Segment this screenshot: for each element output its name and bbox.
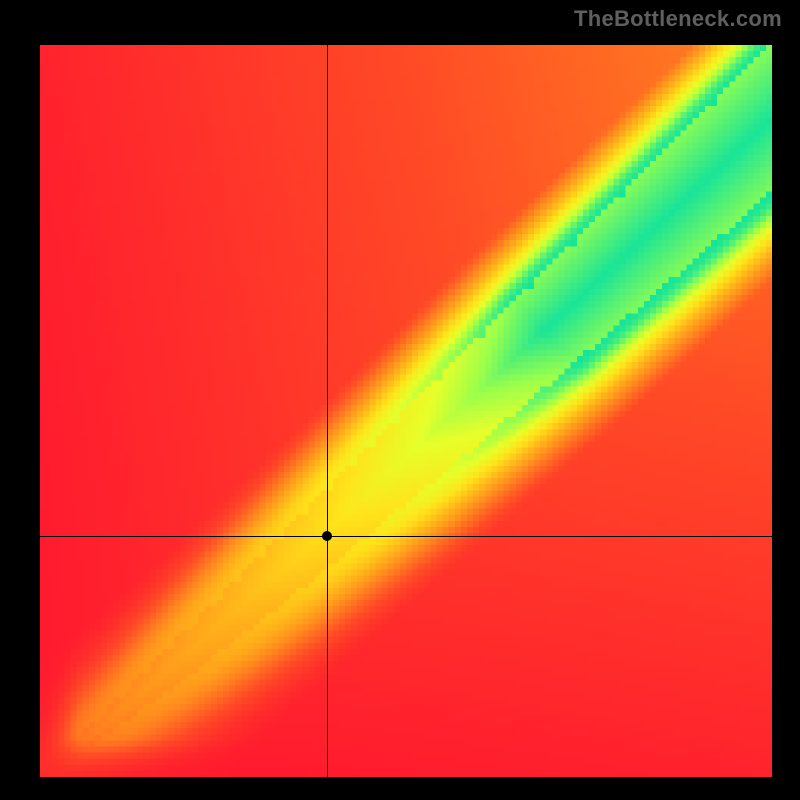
crosshair-marker bbox=[322, 531, 332, 541]
watermark-text: TheBottleneck.com bbox=[574, 6, 782, 32]
crosshair-horizontal bbox=[40, 536, 772, 537]
heatmap-canvas bbox=[40, 45, 772, 777]
crosshair-vertical bbox=[327, 45, 328, 777]
plot-area bbox=[40, 45, 772, 777]
